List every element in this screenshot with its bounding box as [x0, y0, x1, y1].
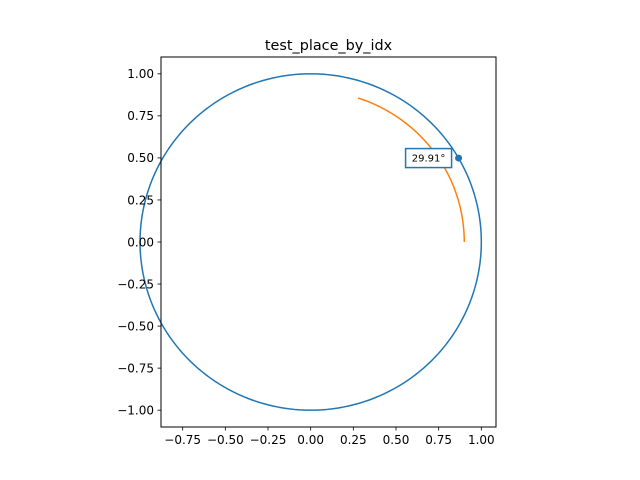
plot-content: 29.91° — [139, 73, 483, 411]
data-point-marker — [455, 154, 463, 162]
x-tick-label: 0.50 — [383, 433, 410, 447]
angle-annotation: 29.91° — [404, 147, 453, 169]
x-tick-label: −0.50 — [207, 433, 244, 447]
chart-title: test_place_by_idx — [265, 38, 393, 54]
y-axis: 1.00 0.75 0.50 0.25 0.00 −0.25 −0.50 −0.75 −1.00 — [117, 67, 161, 417]
x-tick-label: 0.25 — [340, 433, 367, 447]
x-tick-label: 0.00 — [297, 433, 324, 447]
x-tick-label: −0.25 — [250, 433, 287, 447]
y-tick-label: 0.25 — [127, 193, 154, 207]
x-tick-label: −0.75 — [164, 433, 201, 447]
y-tick-label: −0.50 — [117, 319, 154, 333]
annotation-label: 29.91° — [412, 154, 446, 165]
y-tick-label: −0.25 — [117, 277, 154, 291]
y-tick-label: −1.00 — [117, 403, 154, 417]
x-tick-label: 1.00 — [468, 433, 495, 447]
x-tick-label: 0.75 — [425, 433, 452, 447]
annotation-box — [404, 147, 453, 169]
y-tick-label: 0.75 — [127, 109, 154, 123]
y-tick-label: 0.50 — [127, 151, 154, 165]
y-tick-label: 1.00 — [127, 67, 154, 81]
y-tick-label: −0.75 — [117, 361, 154, 375]
x-axis: −0.75 −0.50 −0.25 0.00 0.25 0.50 0.75 1.00 — [164, 427, 495, 447]
y-tick-label: 0.00 — [127, 235, 154, 249]
series-line-1 — [139, 73, 483, 411]
axes-frame — [160, 56, 497, 428]
